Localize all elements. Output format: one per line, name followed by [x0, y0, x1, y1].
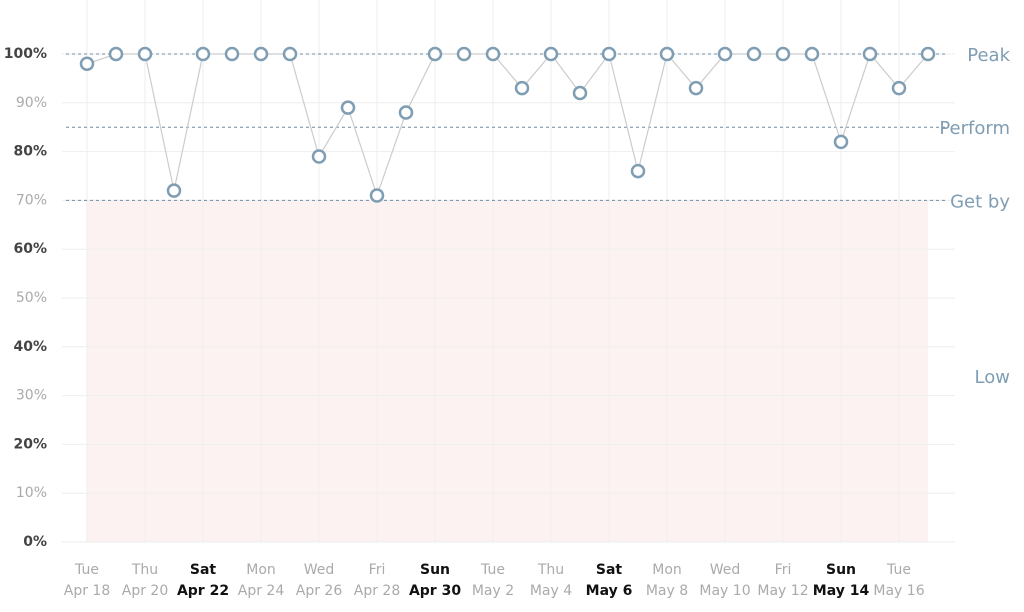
x-tick-date: May 14: [813, 583, 870, 599]
point: [369, 188, 385, 203]
point: [137, 46, 153, 62]
y-tick-label: 20%: [13, 436, 47, 452]
x-tick-date: May 6: [586, 583, 633, 599]
x-tick-date: Apr 28: [354, 583, 400, 599]
point: [79, 56, 95, 72]
y-tick-label: 50%: [16, 290, 47, 306]
point: [340, 100, 356, 115]
x-tick-date: Apr 24: [238, 583, 285, 599]
y-tick-label: 0%: [23, 534, 47, 550]
point: [775, 46, 791, 62]
point: [688, 80, 704, 96]
x-tick-date: Apr 18: [64, 583, 110, 599]
point: [804, 46, 820, 62]
point: [427, 46, 443, 62]
zone-label: Get by: [950, 191, 1010, 212]
point: [659, 46, 675, 62]
point: [195, 46, 211, 62]
x-tick-weekday: Thu: [131, 562, 158, 578]
x-tick-date: May 16: [873, 583, 924, 599]
point: [630, 163, 646, 179]
x-tick-date: May 2: [472, 583, 514, 599]
y-tick-label: 30%: [16, 388, 47, 404]
point: [746, 46, 762, 62]
y-tick-label: 90%: [16, 95, 47, 111]
point: [601, 46, 617, 62]
x-tick-date: May 8: [646, 583, 688, 599]
point: [224, 46, 240, 62]
point: [514, 80, 530, 96]
zone-label: Low: [975, 367, 1010, 388]
x-tick-date: Apr 20: [122, 583, 168, 599]
point: [253, 46, 269, 62]
point: [108, 46, 124, 62]
zone-label: Peak: [967, 45, 1010, 66]
y-tick-label: 80%: [13, 144, 47, 160]
x-tick-weekday: Mon: [652, 562, 682, 578]
point: [833, 134, 849, 150]
x-tick-weekday: Tue: [886, 562, 911, 578]
x-tick-weekday: Mon: [246, 562, 276, 578]
x-tick-weekday: Sun: [826, 562, 856, 578]
series-line: [86, 52, 929, 198]
point: [456, 46, 472, 62]
x-tick-weekday: Sat: [596, 562, 623, 578]
point: [282, 46, 298, 62]
point: [311, 149, 327, 164]
zone-fill: [87, 200, 928, 542]
x-tick-date: Apr 22: [177, 583, 229, 599]
y-tick-label: 40%: [13, 339, 47, 355]
y-tick-label: 70%: [16, 192, 47, 208]
zone-label: Perform: [939, 118, 1010, 139]
point: [891, 80, 907, 96]
x-tick-date: May 10: [699, 583, 750, 599]
y-tick-label: 10%: [16, 485, 47, 501]
point: [543, 46, 559, 62]
x-tick-weekday: Fri: [775, 562, 792, 578]
x-tick-weekday: Thu: [537, 562, 564, 578]
point: [398, 105, 414, 120]
x-tick-weekday: Tue: [480, 562, 505, 578]
x-tick-weekday: Tue: [74, 562, 99, 578]
x-tick-weekday: Wed: [710, 562, 741, 578]
point: [717, 46, 733, 62]
x-tick-weekday: Wed: [304, 562, 335, 578]
x-tick-date: May 12: [757, 583, 808, 599]
y-tick-label: 60%: [13, 241, 47, 257]
x-tick-date: Apr 30: [409, 583, 461, 599]
x-tick-date: Apr 26: [296, 583, 343, 599]
y-tick-label: 100%: [4, 46, 47, 62]
point: [920, 46, 936, 62]
point: [166, 183, 182, 198]
x-tick-weekday: Sun: [420, 562, 450, 578]
point: [485, 46, 501, 62]
point: [862, 46, 878, 62]
x-tick-weekday: Sat: [190, 562, 217, 578]
x-tick-date: May 4: [530, 583, 572, 599]
point: [572, 85, 588, 101]
x-tick-weekday: Fri: [369, 562, 386, 578]
